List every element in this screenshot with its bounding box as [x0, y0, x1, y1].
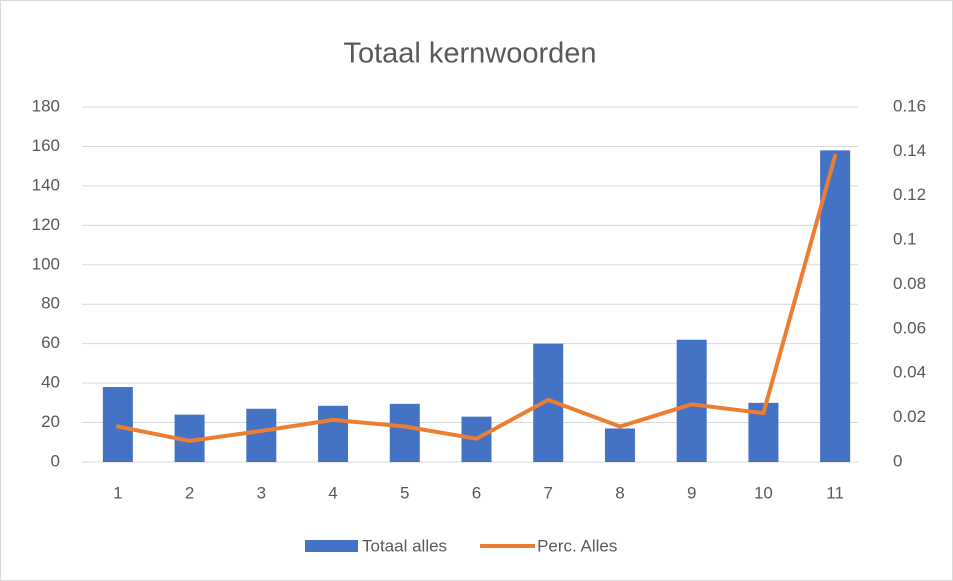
x-tick-label: 2	[185, 483, 194, 502]
x-tick-label: 6	[472, 483, 481, 502]
y-tick-label: 140	[32, 175, 60, 194]
y-tick-label: 80	[41, 294, 60, 313]
x-tick-label: 1	[113, 483, 122, 502]
y-tick-label: 20	[41, 412, 60, 431]
y2-tick-label: 0.14	[893, 141, 926, 160]
x-tick-label: 4	[328, 483, 337, 502]
y2-tick-label: 0.04	[893, 363, 926, 382]
y2-tick-label: 0.06	[893, 318, 926, 337]
y2-tick-label: 0.08	[893, 274, 926, 293]
bar	[318, 405, 349, 462]
legend-label: Perc. Alles	[537, 536, 617, 555]
legend-label: Totaal alles	[362, 536, 447, 555]
y-tick-label: 160	[32, 136, 60, 155]
chart-title: Totaal kernwoorden	[343, 38, 596, 70]
y-tick-label: 180	[32, 96, 60, 115]
x-tick-label: 3	[257, 483, 266, 502]
y-tick-label: 100	[32, 254, 60, 273]
bar	[604, 428, 635, 462]
x-tick-label: 9	[687, 483, 696, 502]
y-tick-label: 40	[41, 373, 60, 392]
y-tick-label: 60	[41, 333, 60, 352]
bar	[676, 339, 707, 462]
x-tick-label: 11	[826, 483, 844, 502]
y2-tick-label: 0	[893, 451, 902, 470]
x-tick-label: 10	[754, 483, 773, 502]
bar	[820, 150, 851, 462]
bar	[389, 403, 420, 462]
bar	[246, 408, 277, 462]
x-tick-label: 8	[615, 483, 624, 502]
line	[115, 153, 838, 443]
y2-tick-label: 0.1	[893, 230, 917, 249]
x-tick-label: 7	[543, 483, 552, 502]
y-tick-label: 0	[51, 451, 60, 470]
legend-swatch	[305, 540, 358, 552]
y2-tick-label: 0.12	[893, 185, 926, 204]
y2-tick-label: 0.16	[893, 96, 926, 115]
y-tick-label: 120	[32, 215, 60, 234]
y2-tick-label: 0.02	[893, 407, 926, 426]
x-tick-label: 5	[400, 483, 409, 502]
